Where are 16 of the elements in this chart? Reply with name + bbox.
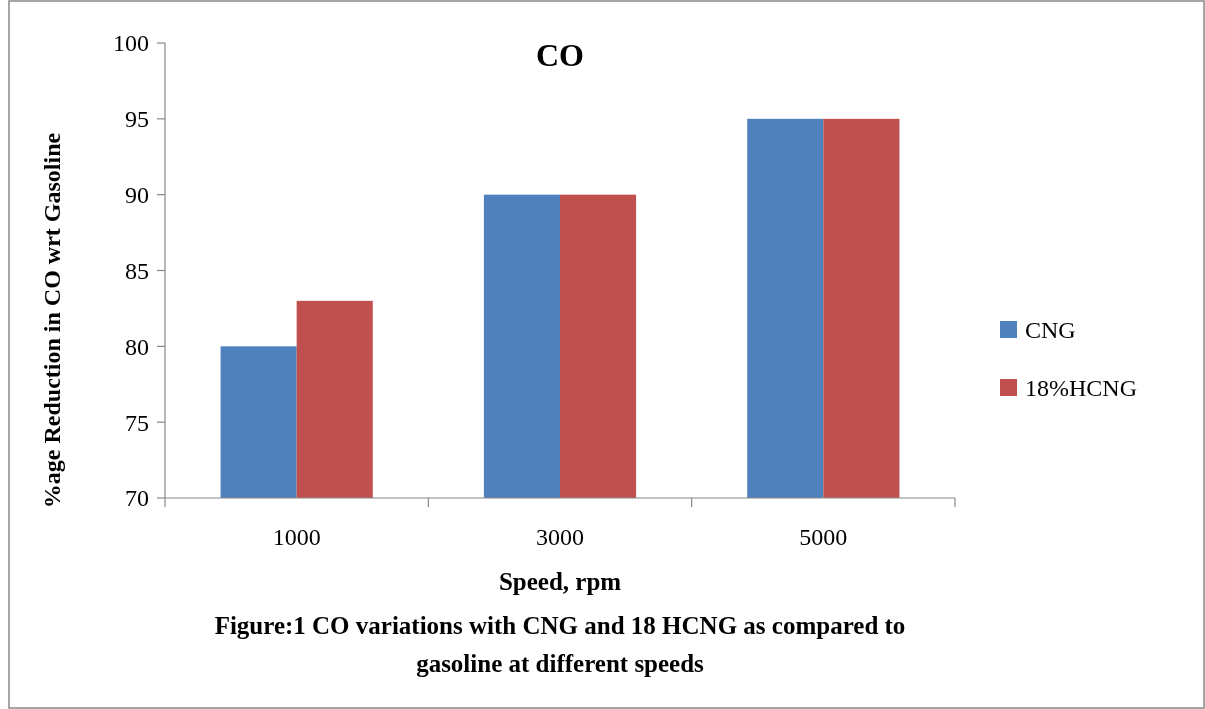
legend-label: 18%HCNG xyxy=(1025,375,1137,402)
x-tick-label: 5000 xyxy=(799,524,848,550)
legend-label: CNG xyxy=(1025,317,1076,344)
y-tick-label: 100 xyxy=(113,30,149,57)
y-tick-label: 85 xyxy=(125,257,149,284)
y-tick-label: 70 xyxy=(125,485,149,512)
y-tick-label: 75 xyxy=(125,409,149,436)
y-tick-label: 80 xyxy=(125,333,149,360)
x-tick-label: 3000 xyxy=(536,524,584,550)
text: Figure:1 CO variations with CNG and 18 HCNG as compared to gasoline at different speeds xyxy=(214,612,906,677)
y-axis-title: %age Reduction in CO wrt Gasoline xyxy=(39,132,65,509)
y-tick-label: 95 xyxy=(125,106,149,133)
x-axis-title: Speed, rpm xyxy=(498,568,622,595)
chart-title: CO xyxy=(536,37,584,73)
x-tick-label: 1000 xyxy=(272,524,321,550)
y-tick-label: 90 xyxy=(125,182,149,209)
